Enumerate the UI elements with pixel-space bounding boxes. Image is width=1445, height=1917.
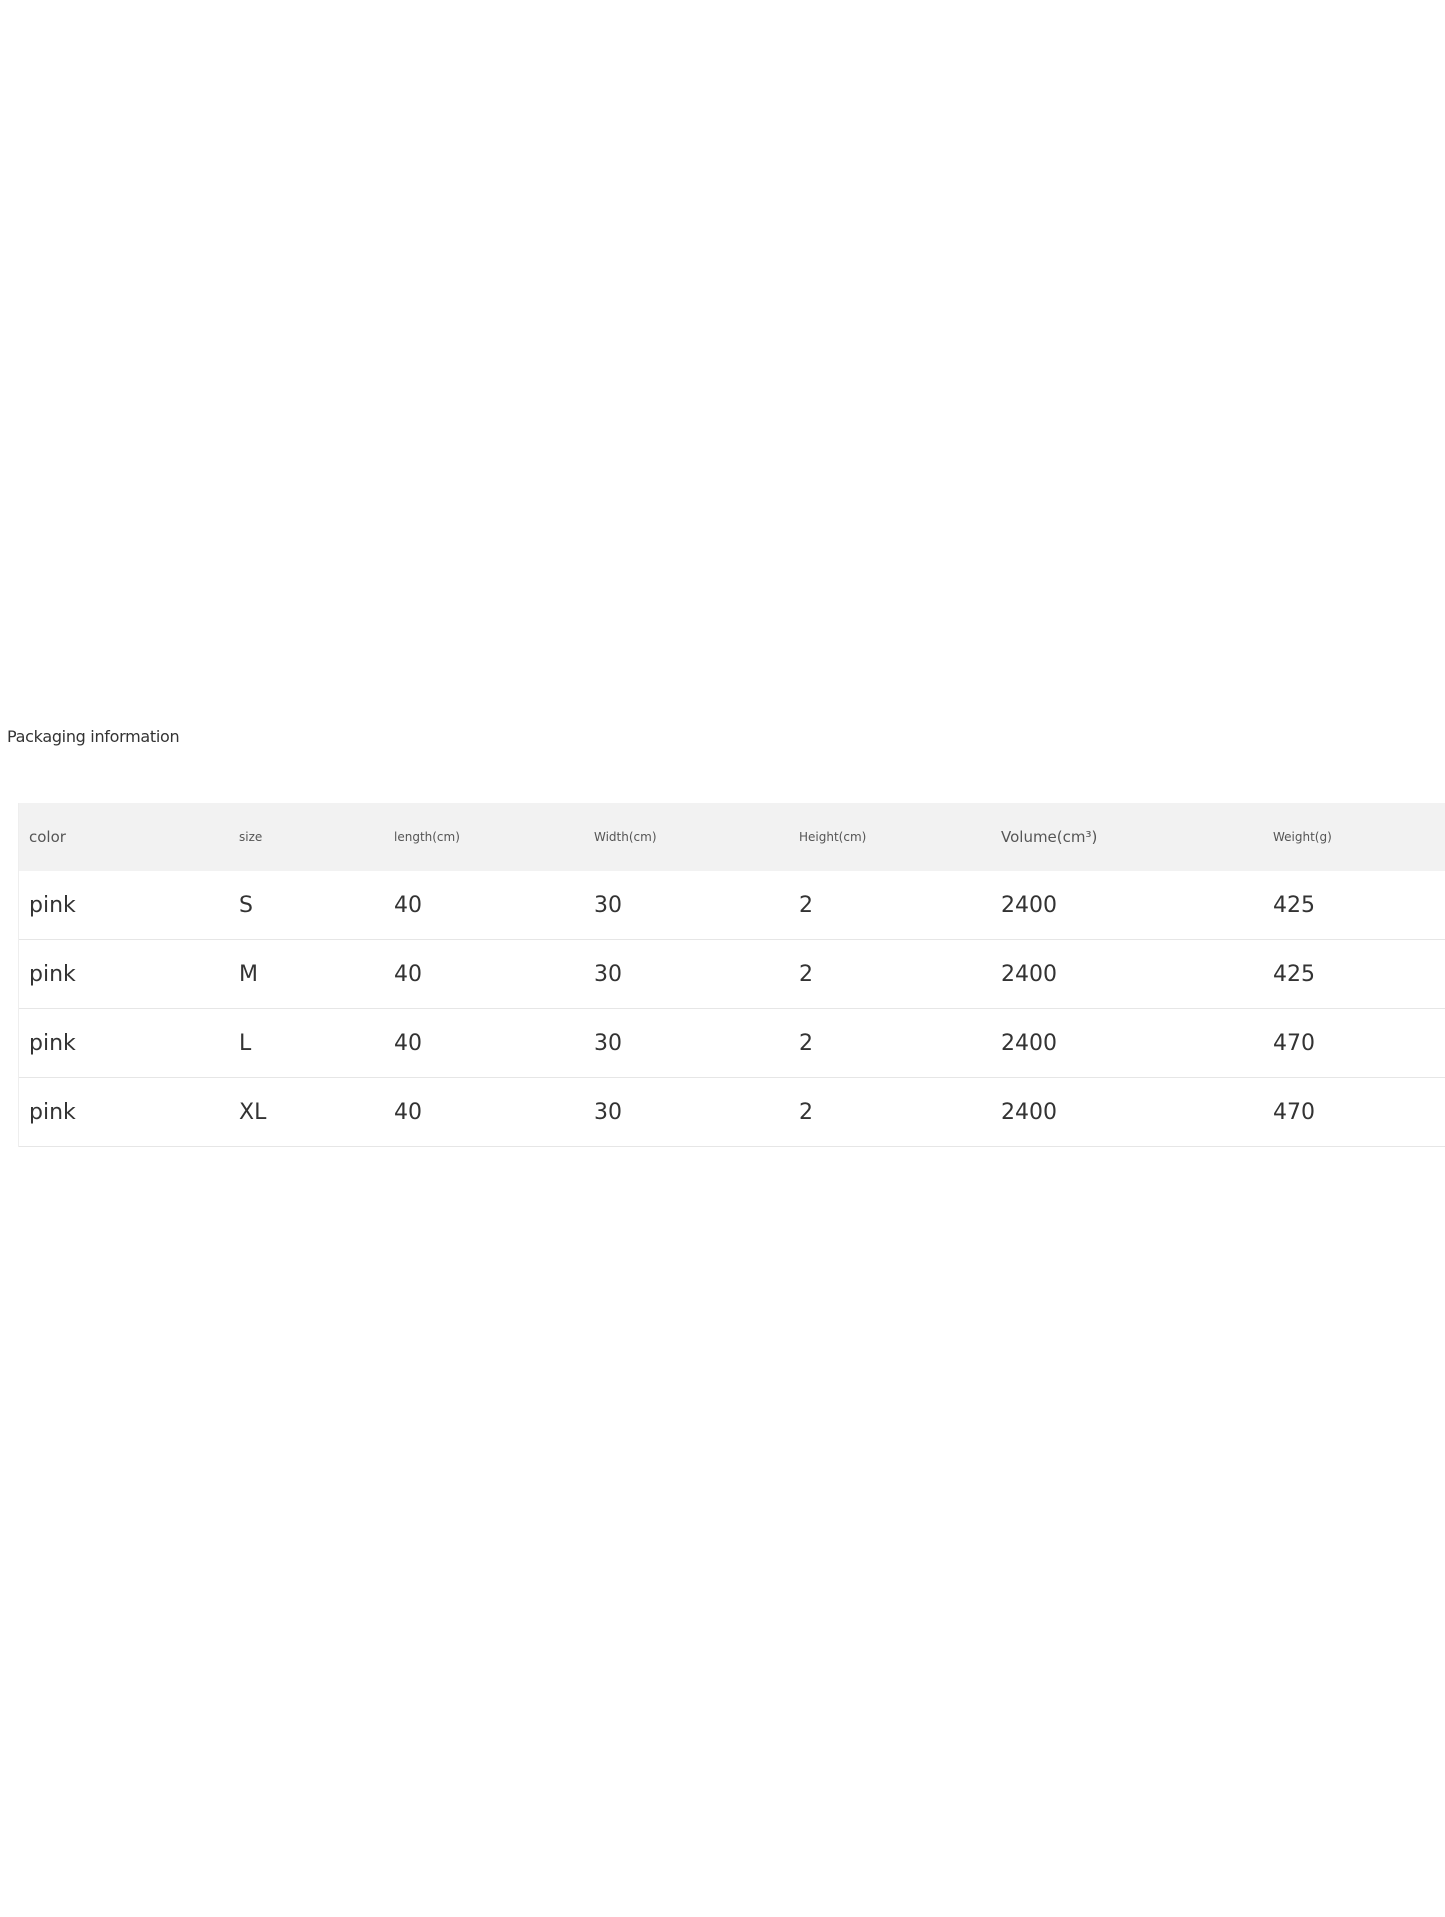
header-size: size — [239, 830, 263, 844]
cell-size: M — [239, 961, 258, 987]
cell-height: 2 — [799, 892, 813, 918]
section-title: Packaging information — [7, 727, 180, 746]
cell-weight: 425 — [1273, 892, 1315, 918]
header-length: length(cm) — [394, 830, 460, 844]
cell-width: 30 — [594, 892, 622, 918]
cell-width: 30 — [594, 1099, 622, 1125]
cell-color: pink — [29, 1030, 76, 1056]
cell-size: XL — [239, 1099, 267, 1125]
cell-length: 40 — [394, 1099, 422, 1125]
cell-volume: 2400 — [1001, 1030, 1057, 1056]
table-row: pink M 40 30 2 2400 425 — [19, 940, 1445, 1009]
table-header-row: color size length(cm) Width(cm) Height(c… — [19, 803, 1445, 871]
cell-length: 40 — [394, 1030, 422, 1056]
cell-height: 2 — [799, 1099, 813, 1125]
cell-size: L — [239, 1030, 252, 1056]
cell-volume: 2400 — [1001, 1099, 1057, 1125]
cell-width: 30 — [594, 961, 622, 987]
cell-volume: 2400 — [1001, 892, 1057, 918]
cell-color: pink — [29, 1099, 76, 1125]
packaging-table: color size length(cm) Width(cm) Height(c… — [18, 803, 1445, 1147]
header-volume: Volume(cm³) — [1001, 828, 1098, 846]
table-row: pink S 40 30 2 2400 425 — [19, 871, 1445, 940]
table-row: pink L 40 30 2 2400 470 — [19, 1009, 1445, 1078]
table-row: pink XL 40 30 2 2400 470 — [19, 1078, 1445, 1147]
cell-size: S — [239, 892, 253, 918]
cell-weight: 425 — [1273, 961, 1315, 987]
cell-width: 30 — [594, 1030, 622, 1056]
header-height: Height(cm) — [799, 830, 867, 844]
header-color: color — [29, 828, 66, 846]
cell-height: 2 — [799, 961, 813, 987]
cell-height: 2 — [799, 1030, 813, 1056]
header-width: Width(cm) — [594, 830, 657, 844]
cell-color: pink — [29, 892, 76, 918]
cell-weight: 470 — [1273, 1099, 1315, 1125]
cell-volume: 2400 — [1001, 961, 1057, 987]
cell-length: 40 — [394, 961, 422, 987]
cell-length: 40 — [394, 892, 422, 918]
cell-color: pink — [29, 961, 76, 987]
header-weight: Weight(g) — [1273, 830, 1332, 844]
cell-weight: 470 — [1273, 1030, 1315, 1056]
